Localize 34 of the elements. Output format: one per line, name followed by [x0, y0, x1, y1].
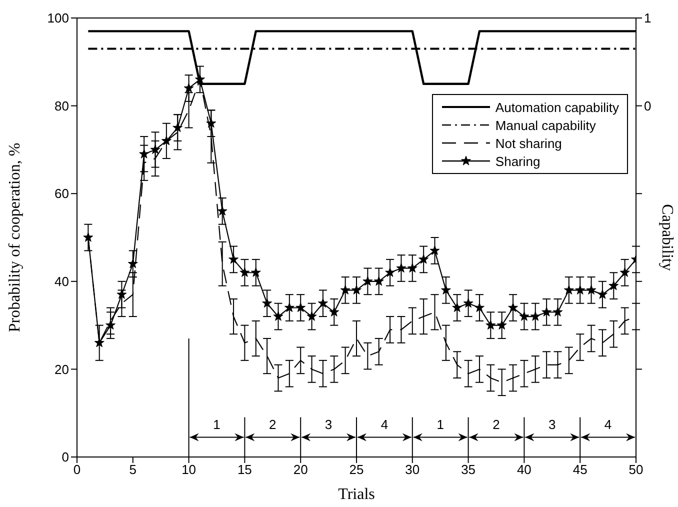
x-tick-label: 35	[461, 462, 476, 478]
x-tick-label: 40	[516, 462, 532, 478]
annotation: 3	[548, 417, 556, 432]
legend-label: Not sharing	[495, 136, 562, 150]
y2-tick-label: 1	[644, 10, 652, 26]
annotation: 3	[324, 417, 332, 432]
annotation: 2	[269, 417, 276, 432]
y-tick-label: 0	[62, 450, 69, 465]
y-tick-label: 60	[54, 186, 69, 202]
annotation: 1	[436, 417, 444, 432]
x-tick-label: 15	[237, 462, 252, 478]
legend-label: Automation capability	[495, 100, 619, 114]
x-tick-label: 5	[129, 462, 137, 478]
x-tick-label: 20	[293, 462, 308, 478]
annotation: 2	[492, 417, 500, 432]
x-tick-label: 10	[182, 462, 196, 478]
x-axis-title: Trials	[338, 486, 375, 503]
legend-label: Sharing	[495, 154, 540, 168]
x-tick-label: 50	[628, 462, 644, 478]
y-tick-label: 80	[54, 98, 69, 114]
x-tick-label: 30	[405, 462, 420, 478]
y2-axis-title: Capability	[658, 204, 676, 271]
annotation: 4	[380, 417, 388, 432]
y-tick-label: 40	[54, 274, 69, 290]
y2-tick-label: 0	[644, 98, 652, 114]
x-tick-label: 45	[572, 462, 588, 478]
y-tick-label: 100	[47, 10, 69, 26]
y-axis-title: Probability of cooperation, %	[6, 142, 24, 332]
x-tick-label: 25	[349, 462, 364, 478]
x-tick-label: 0	[73, 462, 81, 478]
y-tick-label: 20	[54, 362, 69, 377]
annotation: 4	[604, 417, 612, 432]
legend-label: Manual capability	[495, 118, 596, 132]
annotation: 1	[213, 417, 220, 432]
